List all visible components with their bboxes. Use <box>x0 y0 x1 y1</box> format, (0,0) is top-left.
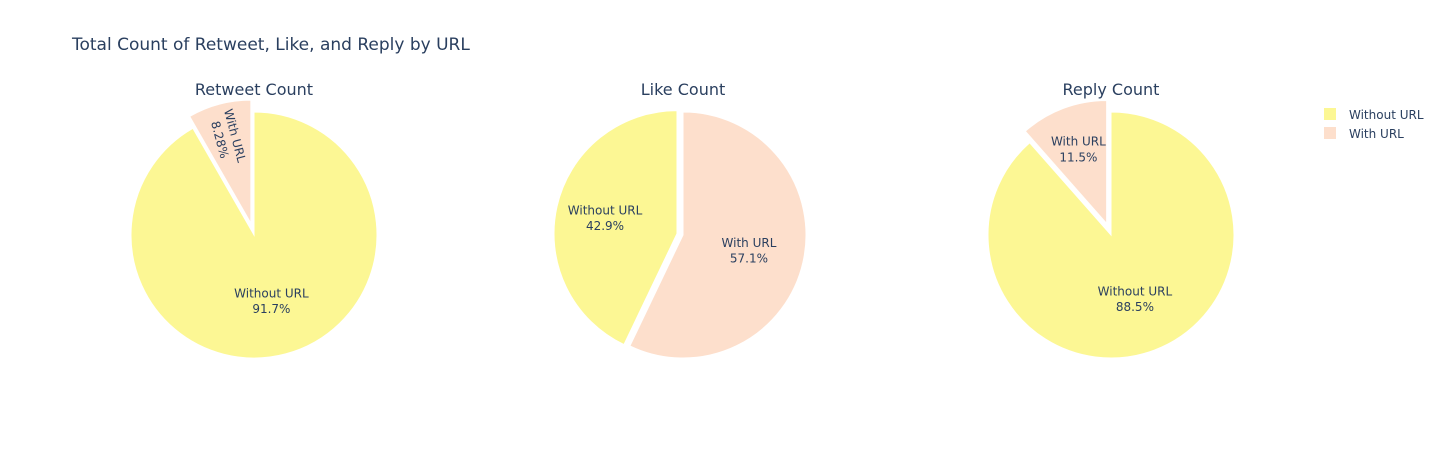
pie-reply-count: Reply Count Without URL 88.5% With URL 11.5… <box>987 80 1235 359</box>
pie-slice-like-count-without-url[interactable] <box>553 110 678 346</box>
pie-like-count: Like Count With URL 57.1% Without URL 42.9% <box>553 80 807 359</box>
legend-swatch-with-url <box>1324 127 1336 139</box>
pie-slice-reply-count-without-url[interactable] <box>987 111 1235 359</box>
legend-item-with-url[interactable]: With URL <box>1324 127 1404 141</box>
legend-item-without-url[interactable]: Without URL <box>1324 108 1424 122</box>
pie-slice-reply-count-with-url[interactable] <box>1024 99 1108 225</box>
slice-label-reply-count-without-url: Without URL 88.5% <box>1098 284 1173 314</box>
slice-label-like-count-without-url: Without URL 42.9% <box>568 203 643 233</box>
pie-slice-like-count-with-url[interactable] <box>629 111 807 359</box>
slice-label-reply-count-with-url: With URL 11.5% <box>1051 135 1106 165</box>
pie-slice-retweet-count-with-url[interactable] <box>188 99 252 225</box>
legend[interactable]: Without URL With URL <box>1324 108 1424 141</box>
slice-label-like-count-with-url: With URL 57.1% <box>722 236 777 266</box>
slice-label-retweet-count-without-url: Without URL 91.7% <box>234 286 309 316</box>
legend-swatch-without-url <box>1324 108 1336 120</box>
legend-label-without-url: Without URL <box>1349 108 1424 122</box>
subplot-title-like: Like Count <box>641 80 726 99</box>
legend-label-with-url: With URL <box>1349 127 1404 141</box>
pie-retweet-count: Retweet Count Without URL 91.7%With URL8.… <box>130 80 378 359</box>
chart-title: Total Count of Retweet, Like, and Reply … <box>71 35 470 55</box>
subplot-title-reply: Reply Count <box>1063 80 1160 99</box>
pie-slice-retweet-count-without-url[interactable] <box>130 111 378 359</box>
subplot-title-retweet: Retweet Count <box>195 80 313 99</box>
